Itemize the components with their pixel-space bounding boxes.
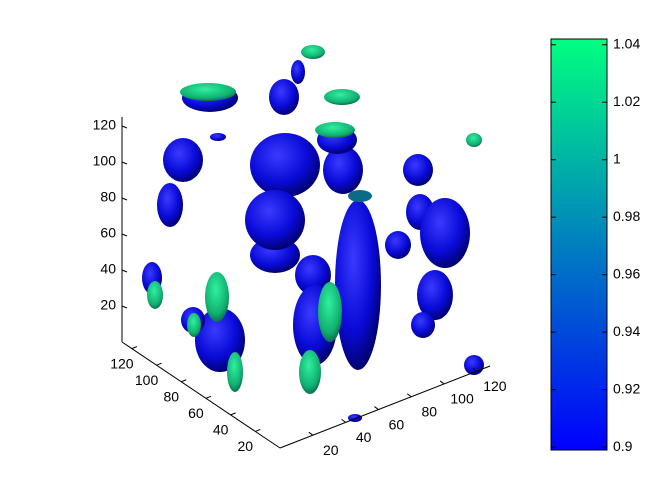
colorbar: 0.9 0.92 0.94 0.96 0.98 1 1.02 1.04 — [550, 35, 640, 454]
x-tick-label: 40 — [213, 422, 229, 438]
colorbar-tick-label: 0.96 — [613, 265, 640, 281]
z-tick — [121, 161, 128, 165]
x-tick — [255, 428, 261, 432]
y-tick-label: 80 — [421, 403, 437, 419]
x-tick — [181, 379, 187, 383]
z-tick — [121, 125, 128, 129]
colorbar-tick-label: 0.94 — [613, 323, 640, 339]
z-tick — [121, 233, 128, 237]
x-tick — [156, 362, 162, 366]
z-tick-label: 40 — [100, 261, 116, 277]
z-tick — [121, 269, 128, 273]
colorbar-gradient — [550, 38, 608, 451]
y-tick — [439, 380, 445, 385]
colorbar-tick-label: 1.04 — [613, 35, 640, 51]
y-axis-line — [279, 365, 491, 449]
x-tick-label: 100 — [135, 372, 159, 388]
x-tick — [205, 395, 212, 399]
colorbar-tick-label: 1 — [613, 150, 621, 166]
z-tick-label: 80 — [100, 189, 116, 205]
y-tick-label: 120 — [483, 378, 507, 394]
y-tick — [472, 367, 478, 372]
y-tick — [308, 431, 314, 436]
isosurfaces — [142, 45, 484, 422]
y-tick-label: 100 — [450, 391, 474, 407]
x-axis-line — [121, 341, 281, 449]
colorbar-tick-label: 0.9 — [613, 438, 633, 454]
z-tick-label: 60 — [100, 225, 116, 241]
colorbar-tick-label: 1.02 — [613, 93, 640, 109]
x-tick-label: 120 — [110, 355, 134, 371]
x-tick — [131, 346, 138, 350]
y-tick-label: 60 — [389, 416, 405, 432]
z-tick-label: 120 — [93, 117, 117, 133]
x-tick-label: 80 — [163, 388, 179, 404]
y-tick-label: 40 — [356, 429, 372, 445]
y-tick — [341, 418, 346, 423]
axes-3d: 2040608010012020406080100120204060801001… — [93, 117, 507, 458]
y-tick-label: 20 — [323, 442, 339, 458]
z-tick-label: 20 — [100, 297, 116, 313]
colorbar-tick-label: 0.92 — [613, 380, 640, 396]
colorbar-tick-label: 0.98 — [613, 208, 640, 224]
z-tick-label: 100 — [93, 153, 117, 169]
x-tick-label: 60 — [188, 405, 204, 421]
y-tick — [374, 406, 379, 410]
x-tick-label: 20 — [238, 438, 254, 454]
x-tick — [230, 412, 236, 416]
z-tick — [121, 197, 128, 201]
z-tick — [121, 305, 128, 309]
y-tick — [406, 393, 412, 398]
